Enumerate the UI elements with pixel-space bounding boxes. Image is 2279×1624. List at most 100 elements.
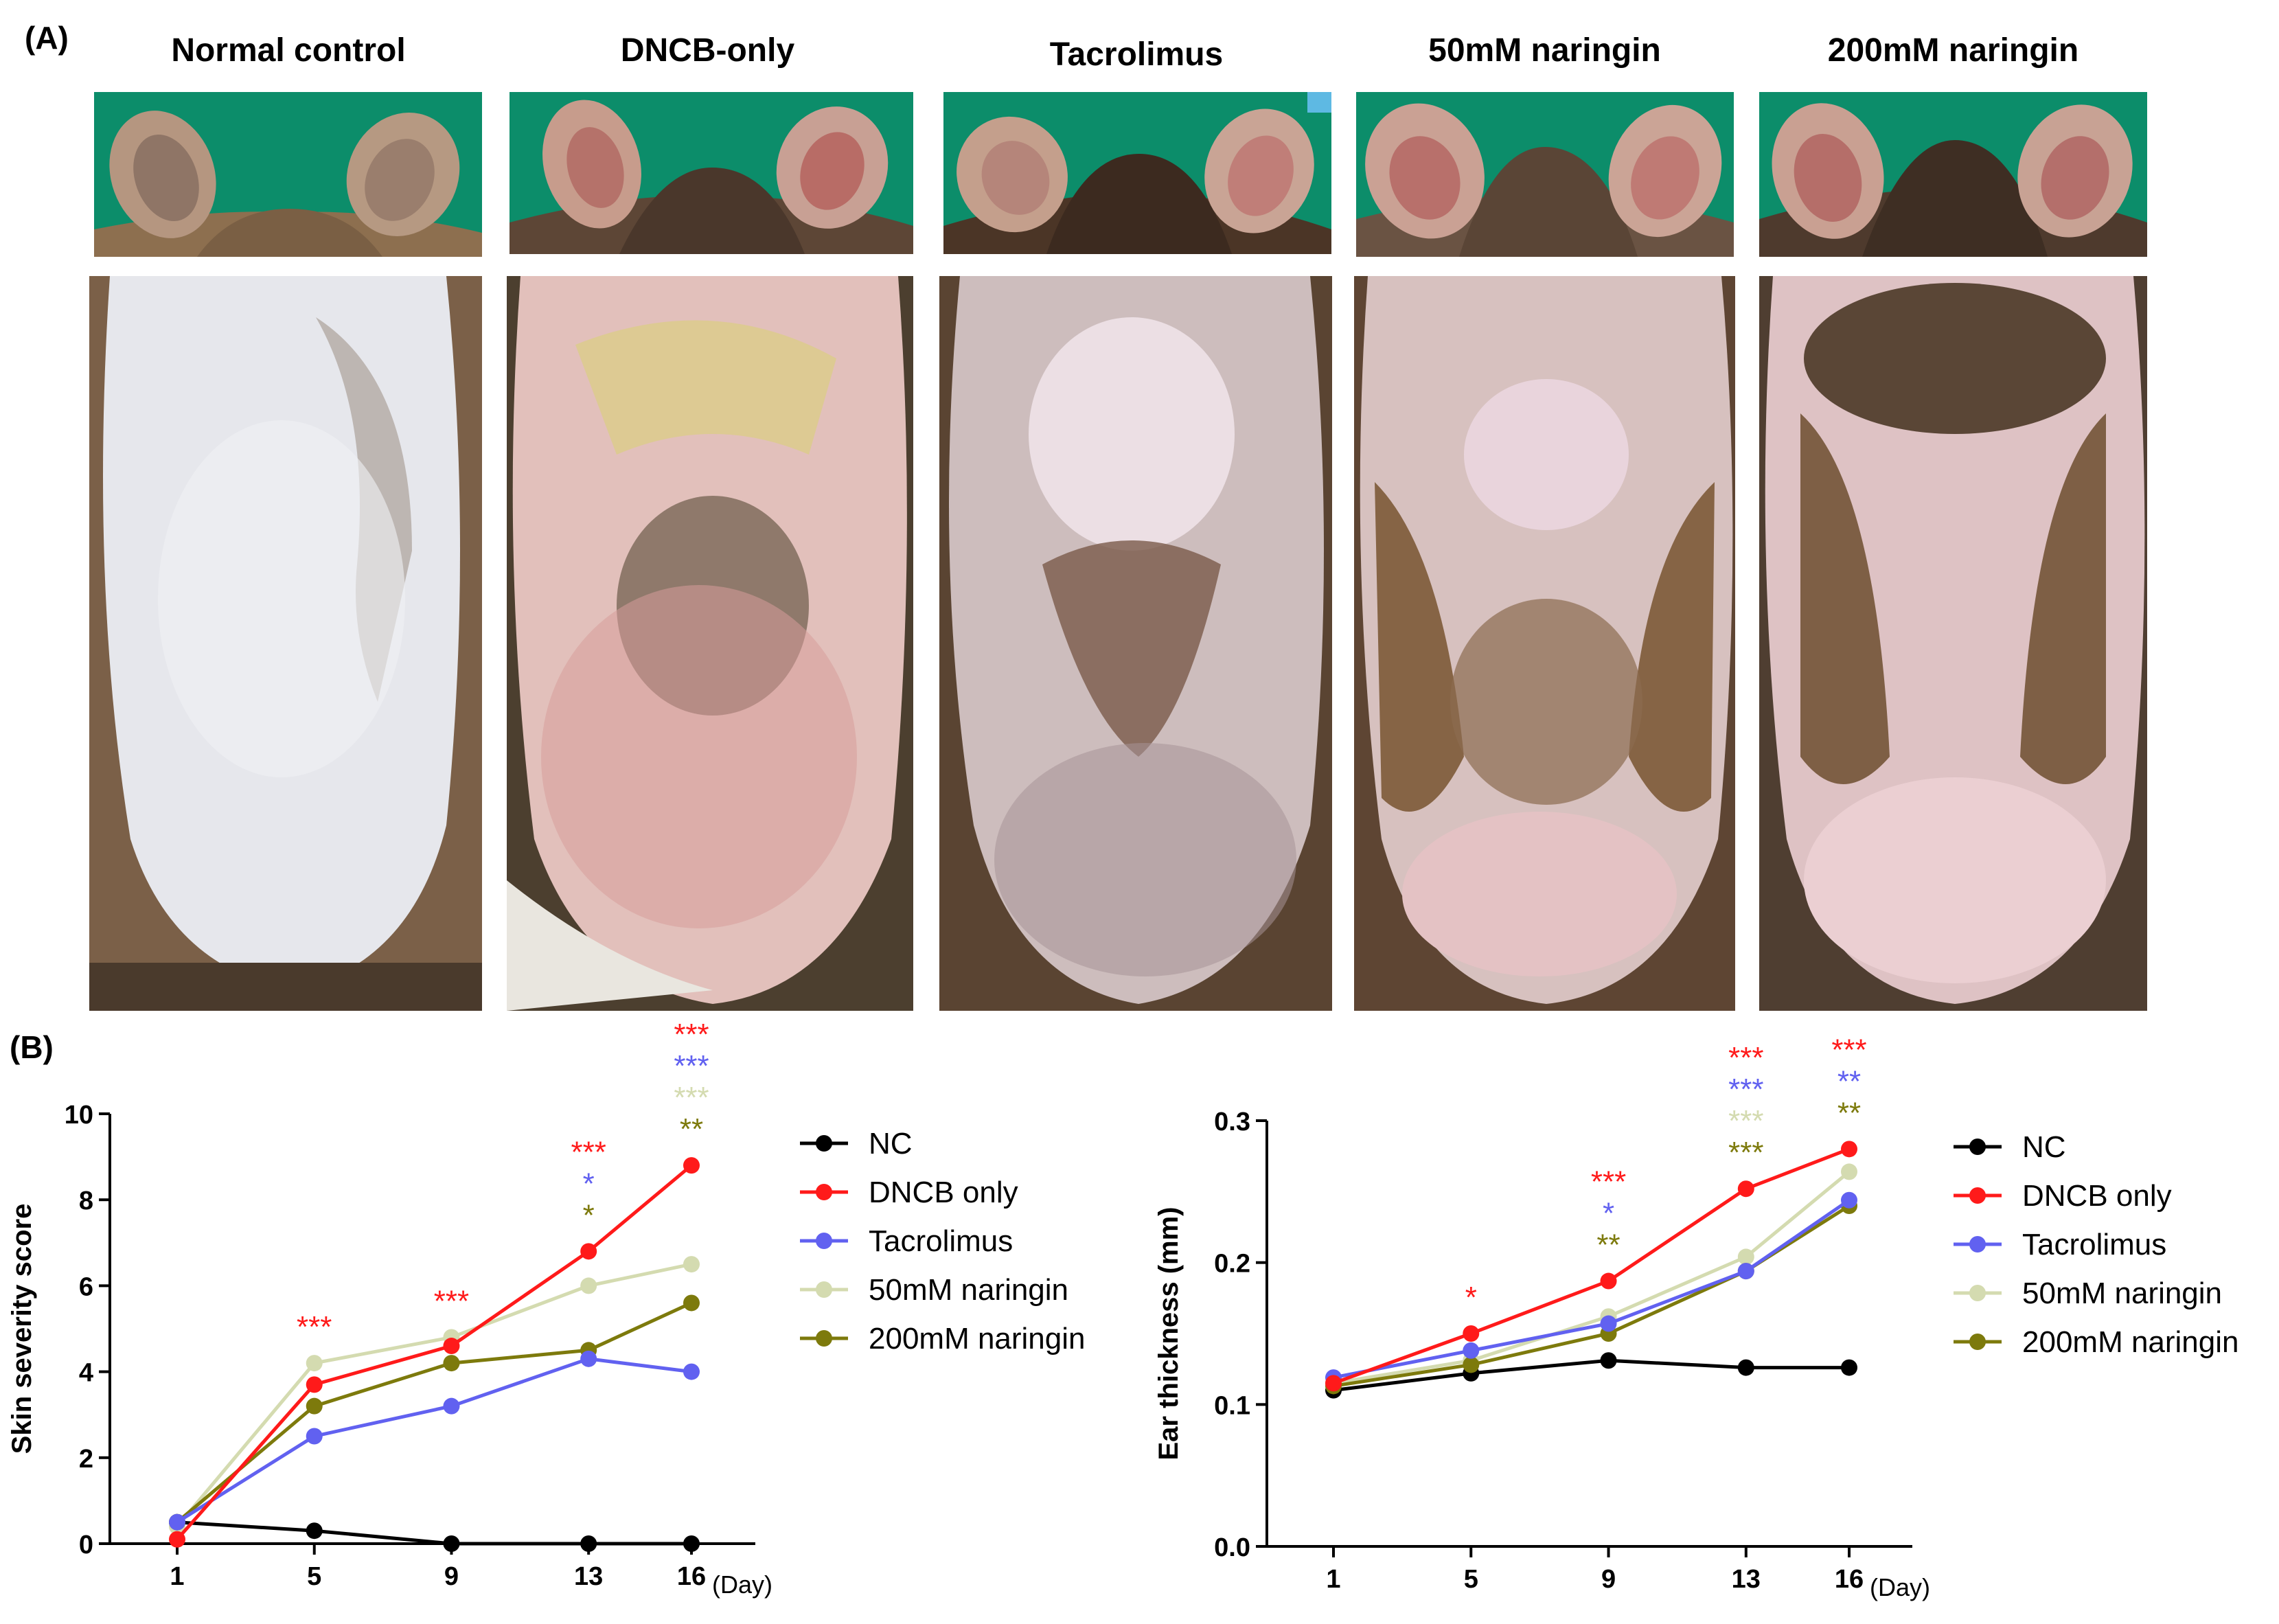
chart1-point-tacrolimus [580,1350,597,1367]
dorsal-skin-photo-tacrolimus [939,276,1332,1011]
chart2-point-tacrolimus [1600,1315,1617,1332]
chart2-legend-label-dncb-only: DNCB only [2022,1179,2172,1213]
chart2-legend-swatch-marker [1969,1236,1986,1253]
chart2-legend-label-50mm-naringin: 50mM naringin [2022,1277,2222,1310]
chart1-point-tacrolimus [306,1428,323,1445]
chart2-significance-marker: *** [1591,1165,1626,1199]
chart1-legend-label-tacrolimus: Tacrolimus [869,1224,1013,1258]
chart1-legend-swatch-marker [816,1330,832,1347]
ear-photo-dncb-only [509,92,913,254]
chart2-x-tick-label: 13 [1732,1565,1761,1594]
chart1-point-tacrolimus [169,1513,185,1531]
chart1-legend-swatch-marker [816,1184,832,1200]
chart1-point-50mm-naringin [683,1256,700,1273]
chart1-point-nc [306,1522,323,1540]
chart2-legend-swatch-marker [1969,1334,1986,1350]
chart2-legend-swatch-marker [1969,1187,1986,1204]
chart1-y-tick-label: 10 [65,1101,93,1130]
chart1-significance-marker: *** [674,1081,709,1114]
chart1-x-tick-label: 9 [444,1562,459,1591]
dorsal-skin-photo-dncb-only [507,276,913,1011]
chart1-legend-label-nc: NC [869,1127,913,1160]
chart2-point-tacrolimus [1737,1263,1754,1280]
chart2-x-unit-label: (Day) [1870,1573,1930,1601]
chart1-x-unit-label: (Day) [712,1570,772,1599]
chart1-point-nc [683,1535,700,1552]
chart2-legend-label-nc: NC [2022,1130,2066,1164]
chart2-point-50mm-naringin [1841,1163,1857,1180]
chart1-point-200mm-naringin [306,1397,323,1415]
chart1-point-dncb-only [306,1376,323,1393]
chart2-point-dncb-only [1841,1141,1857,1158]
chart1-point-50mm-naringin [306,1355,323,1372]
chart2-point-tacrolimus [1463,1342,1480,1359]
chart1-series-line-nc [176,1520,691,1546]
chart1-x-tick-label: 5 [307,1562,321,1591]
chart2-x-tick-label: 5 [1464,1565,1478,1594]
chart2-significance-marker: * [1603,1197,1614,1231]
chart2-series-line-200mm-naringin [1333,1204,1851,1388]
chart2-y-tick-label: 0.0 [1214,1533,1250,1562]
chart2-legend-label-tacrolimus: Tacrolimus [2022,1228,2166,1261]
chart2-point-nc [1600,1352,1617,1369]
ear-photo-tacrolimus [943,92,1331,254]
chart1-legend-swatch-marker [816,1281,832,1298]
chart1-point-tacrolimus [683,1363,700,1380]
panel-a-label: (A) [25,20,69,56]
chart2-significance-marker: *** [1728,1104,1763,1138]
chart1-legend-label-200mm-naringin: 200mM naringin [869,1322,1086,1356]
chart1-point-nc [580,1535,597,1552]
chart2-series-line-50mm-naringin [1333,1170,1851,1385]
chart1-point-dncb-only [169,1531,185,1548]
chart2-point-nc [1841,1359,1857,1376]
chart1-significance-marker: * [583,1198,595,1232]
chart1-x-tick-label: 16 [677,1562,706,1591]
chart2-point-dncb-only [1325,1375,1342,1392]
chart2-x-tick-label: 1 [1326,1565,1340,1594]
chart2-significance-marker: *** [1728,1041,1763,1075]
chart1-point-dncb-only [580,1243,597,1260]
chart1-x-tick-label: 13 [574,1562,603,1591]
chart1-point-200mm-naringin [443,1355,460,1372]
chart2-significance-marker: *** [1831,1033,1866,1066]
chart2-x-tick-label: 9 [1601,1565,1616,1594]
ear-photo-normal-control [94,92,482,257]
chart2-significance-marker: * [1465,1281,1477,1314]
chart2-significance-marker: ** [1837,1064,1861,1098]
ear-photo-200mm-naringin [1759,92,2147,257]
dorsal-skin-photo-200mm-naringin [1759,276,2147,1011]
chart1-point-tacrolimus [443,1397,460,1415]
chart1-significance-marker: *** [297,1310,332,1344]
chart2-y-axis-title: Ear thickness (mm) [1154,1206,1184,1460]
chart1-legend-label-dncb-only: DNCB only [869,1176,1018,1209]
chart2-y-tick-label: 0.3 [1214,1108,1250,1136]
chart1-y-tick-label: 2 [79,1445,93,1474]
chart1-y-tick-label: 6 [79,1272,93,1301]
dorsal-skin-photo-50mm-naringin [1354,276,1735,1011]
chart1-legend-swatch-marker [816,1233,832,1249]
chart1-significance-marker: * [583,1167,595,1200]
chart1-point-200mm-naringin [683,1294,700,1312]
chart1-significance-marker: ** [680,1112,703,1146]
chart1-y-tick-label: 4 [79,1359,93,1388]
chart2-legend-label-200mm-naringin: 200mM naringin [2022,1325,2239,1359]
chart2-significance-marker: ** [1837,1096,1861,1130]
group-title-200mm-naringin: 200mM naringin [1827,32,2079,69]
chart1-legend-label-50mm-naringin: 50mM naringin [869,1273,1068,1307]
panel-b-label: (B) [10,1029,54,1065]
chart1-series-line-tacrolimus [176,1357,692,1524]
ear-photo-50mm-naringin [1356,92,1734,257]
chart1-point-dncb-only [443,1338,460,1355]
chart-skin-severity: 0 2 4 6 8 10 1 5 9 13 16 (Day) Skin severity score **… [0,1018,1140,1614]
chart2-legend-swatch-marker [1969,1139,1986,1155]
group-title-normal-control: Normal control [171,32,406,69]
chart2-x-tick-label: 16 [1835,1565,1864,1594]
chart1-significance-marker: *** [674,1049,709,1083]
chart2-legend-swatch-marker [1969,1285,1986,1301]
chart2-point-200mm-naringin [1463,1356,1480,1373]
chart2-significance-marker: *** [1728,1073,1763,1106]
group-title-dncb-only: DNCB-only [620,32,795,69]
chart2-y-tick-label: 0.2 [1214,1250,1250,1279]
chart2-point-50mm-naringin [1737,1248,1754,1266]
